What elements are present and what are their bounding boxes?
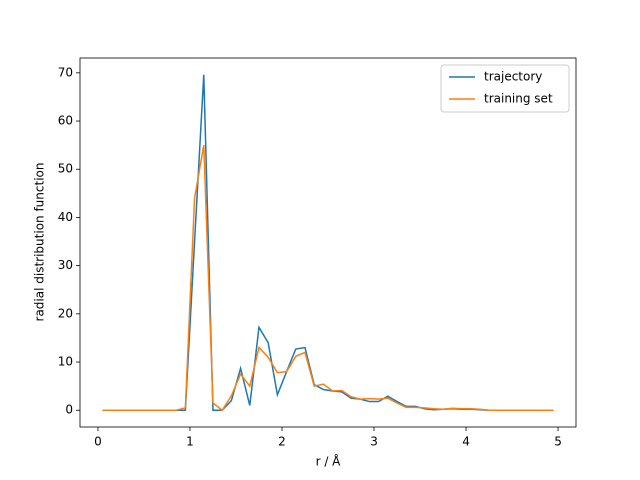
- x-tick-label: 5: [554, 435, 562, 449]
- x-axis-label: r / Å: [316, 454, 342, 469]
- y-tick-label: 50: [58, 162, 73, 176]
- x-tick-label: 0: [94, 435, 102, 449]
- y-tick-label: 20: [58, 306, 73, 320]
- y-axis-label: radial distribution function: [33, 163, 47, 322]
- y-tick-label: 40: [58, 210, 73, 224]
- legend-label: training set: [484, 92, 553, 106]
- data-line: [102, 74, 554, 411]
- x-tick-label: 1: [186, 435, 194, 449]
- y-tick-label: 30: [58, 258, 73, 272]
- data-line: [102, 145, 554, 412]
- y-tick-label: 0: [65, 403, 73, 417]
- y-tick-label: 70: [58, 65, 73, 79]
- x-tick-label: 4: [462, 435, 470, 449]
- plot-frame: [79, 57, 577, 428]
- y-tick-label: 10: [58, 355, 73, 369]
- x-tick-label: 2: [278, 435, 286, 449]
- y-tick-label: 60: [58, 114, 73, 128]
- x-tick-label: 3: [370, 435, 378, 449]
- legend-label: trajectory: [484, 70, 542, 84]
